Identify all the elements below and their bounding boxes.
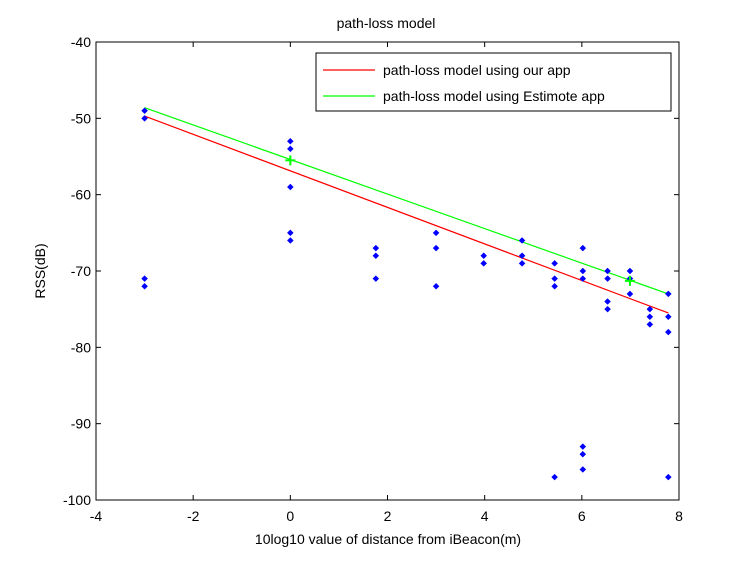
chart-title: path-loss model: [337, 15, 436, 31]
data-point: [518, 260, 526, 267]
data-point: [626, 267, 634, 275]
y-tick-labels: -100 -90 -80 -70 -60 -50 -40: [63, 34, 91, 508]
y-tick-label: -60: [71, 187, 91, 203]
data-point: [646, 313, 654, 321]
legend-label-our-app: path-loss model using our app: [383, 62, 571, 78]
data-point: [518, 252, 526, 260]
data-point: [141, 114, 148, 122]
data-point: [286, 145, 294, 153]
x-tick-label: 2: [384, 508, 392, 524]
series-marker: [285, 155, 296, 166]
data-point: [141, 107, 148, 115]
data-point: [372, 275, 380, 282]
y-tick-label: -100: [63, 492, 91, 508]
data-point: [432, 229, 440, 237]
y-tick-label: -40: [71, 34, 91, 50]
data-point: [551, 473, 558, 481]
y-tick-label: -70: [71, 263, 91, 279]
x-tick-label: 4: [481, 508, 489, 524]
data-point: [372, 252, 380, 260]
data-point: [579, 275, 587, 282]
legend: path-loss model using our app path-loss …: [315, 52, 672, 112]
data-point: [664, 473, 672, 481]
data-point: [664, 313, 672, 321]
data-point: [579, 450, 587, 458]
data-point: [480, 260, 488, 267]
data-point: [646, 321, 654, 328]
x-tick-label: 0: [286, 508, 294, 524]
data-point: [579, 267, 587, 275]
x-tick-label: -4: [90, 508, 103, 524]
data-point: [518, 237, 526, 244]
data-point: [551, 282, 558, 290]
data-point: [646, 305, 654, 313]
data-point: [579, 443, 587, 450]
y-tick-label: -50: [71, 110, 91, 126]
series-markers: [285, 155, 635, 286]
x-tick-labels: -4 -2 0 2 4 6 8: [90, 508, 683, 524]
legend-label-estimote-app: path-loss model using Estimote app: [383, 88, 605, 104]
data-point: [604, 275, 611, 282]
data-point: [432, 244, 440, 252]
x-tick-label: -2: [187, 508, 200, 524]
x-tick-label: 6: [578, 508, 586, 524]
data-point: [286, 137, 294, 145]
data-point: [579, 466, 587, 473]
data-point: [551, 275, 558, 282]
y-axis-label: RSS(dB): [32, 243, 48, 298]
data-point: [664, 290, 672, 298]
data-point: [141, 282, 148, 290]
data-point: [432, 282, 440, 290]
data-point: [626, 290, 634, 298]
y-tick-label: -90: [71, 416, 91, 432]
data-point: [286, 229, 294, 237]
series-line: [144, 107, 669, 295]
data-point: [579, 244, 587, 252]
data-point: [604, 305, 611, 313]
data-point: [286, 183, 294, 191]
data-point: [604, 298, 611, 305]
data-point: [664, 328, 672, 336]
axis-ticks: [95, 41, 680, 501]
data-points: [141, 107, 672, 481]
data-point: [480, 252, 488, 260]
data-point: [604, 267, 611, 275]
series-marker: [624, 275, 635, 286]
data-point: [286, 237, 294, 244]
legend-box: [315, 52, 672, 112]
data-point: [372, 244, 380, 252]
y-tick-label: -80: [71, 339, 91, 355]
data-point: [551, 260, 558, 267]
x-axis-label: 10log10 value of distance from iBeacon(m…: [255, 531, 521, 547]
data-point: [141, 275, 148, 282]
x-tick-label: 8: [675, 508, 683, 524]
